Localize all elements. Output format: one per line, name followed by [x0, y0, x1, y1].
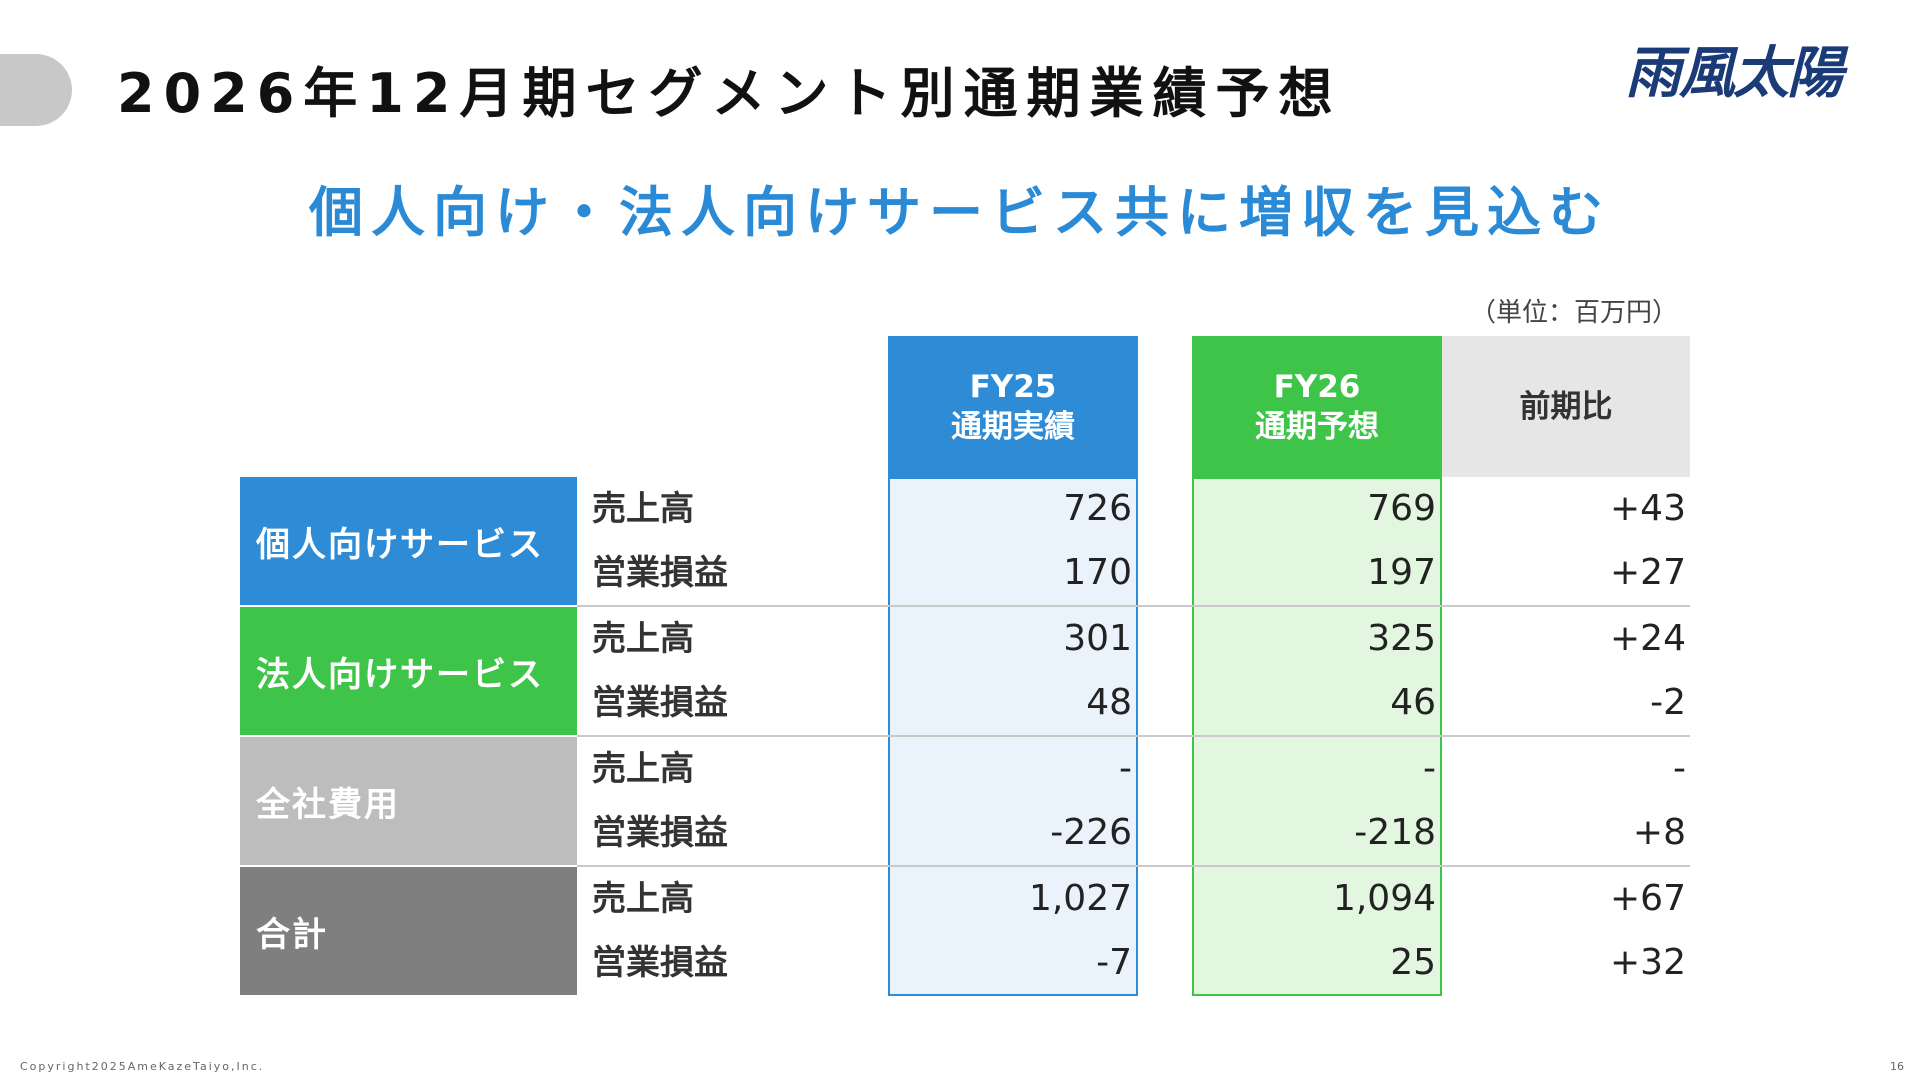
column-header-fy26-year: FY26 [1273, 368, 1361, 405]
column-header-yoy-label: 前期比 [1519, 388, 1613, 425]
table-cell-yoy: +8 [1632, 812, 1686, 853]
table-cell-fy25: 1,027 [1028, 878, 1132, 919]
headline: 個人向け・法人向けサービス共に増収を見込む [309, 181, 1611, 244]
table-cell-yoy: +24 [1610, 618, 1686, 659]
table-cell-fy26: -218 [1354, 812, 1436, 853]
table-cell-yoy: -2 [1650, 682, 1686, 723]
column-header-fy26-label: 通期予想 [1255, 408, 1379, 445]
column-header-yoy: 前期比 [1442, 336, 1690, 477]
table-cell-fy26: 46 [1390, 682, 1436, 723]
column-header-fy25-year: FY25 [969, 368, 1057, 405]
table-cell-fy25: 170 [1063, 552, 1132, 593]
table-cell-fy26: 25 [1390, 942, 1436, 983]
metric-label: 売上高 [592, 489, 694, 529]
column-header-fy25: FY25 通期実績 [888, 336, 1138, 477]
column-header-fy25-label: 通期実績 [951, 408, 1075, 445]
table-cell-fy25: -226 [1050, 812, 1132, 853]
segment-label-corporate-expenses: 全社費用 [240, 737, 577, 865]
table-cell-fy25: 48 [1086, 682, 1132, 723]
table-cell-fy26: 1,094 [1332, 878, 1436, 919]
footer-copyright: Copyright2025AmeKazeTaiyo,Inc. [20, 1060, 265, 1073]
company-logo: 雨風太陽 [1625, 40, 1843, 106]
table-cell-yoy: +43 [1610, 488, 1686, 529]
unit-note: （単位：百万円） [1470, 298, 1679, 328]
page-title: 2026年12月期セグメント別通期業績予想 [117, 62, 1342, 125]
column-header-fy26: FY26 通期予想 [1192, 336, 1442, 477]
row-divider [577, 605, 1690, 607]
page-number: 16 [1890, 1060, 1904, 1073]
row-divider [577, 865, 1690, 867]
table-cell-fy25: -7 [1096, 942, 1132, 983]
table-cell-yoy: +32 [1610, 942, 1686, 983]
title-accent-tab [0, 54, 72, 126]
table-cell-fy25: - [1119, 748, 1132, 789]
table-cell-fy26: 769 [1367, 488, 1436, 529]
segment-label-individual: 個人向けサービス [240, 477, 577, 605]
metric-label: 営業損益 [592, 553, 728, 593]
table-cell-yoy: +67 [1610, 878, 1686, 919]
metric-label: 売上高 [592, 879, 694, 919]
table-cell-yoy: +27 [1610, 552, 1686, 593]
metric-label: 営業損益 [592, 813, 728, 853]
row-divider [577, 735, 1690, 737]
segment-label-corporate: 法人向けサービス [240, 607, 577, 735]
metric-label: 営業損益 [592, 683, 728, 723]
table-cell-fy26: 197 [1367, 552, 1436, 593]
metric-label: 営業損益 [592, 943, 728, 983]
table-cell-fy26: 325 [1367, 618, 1436, 659]
table-cell-fy25: 726 [1063, 488, 1132, 529]
table-cell-fy25: 301 [1063, 618, 1132, 659]
table-cell-yoy: - [1673, 748, 1686, 789]
segment-label-total: 合計 [240, 867, 577, 995]
table-cell-fy26: - [1423, 748, 1436, 789]
metric-label: 売上高 [592, 749, 694, 789]
metric-label: 売上高 [592, 619, 694, 659]
